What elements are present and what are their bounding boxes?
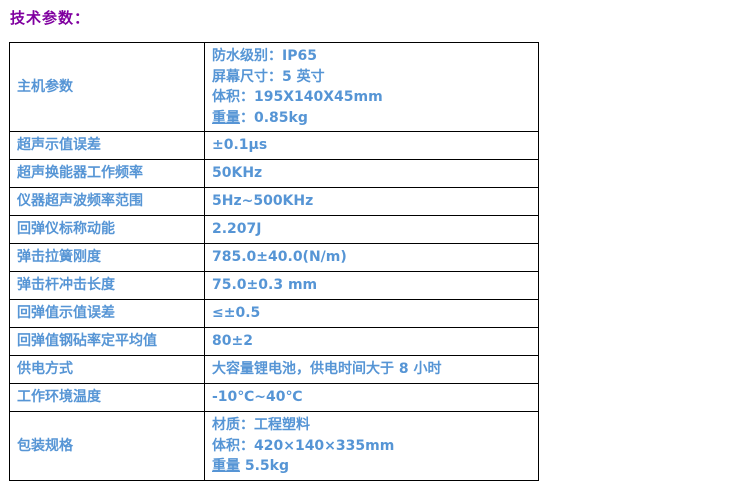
param-value-cell: ≤±0.5 xyxy=(204,299,539,328)
param-name-cell: 弹击拉簧刚度 xyxy=(9,243,205,272)
value-text: -10℃~40℃ xyxy=(212,389,303,406)
value-text: ：0.85kg xyxy=(240,109,308,126)
param-value-line: ≤±0.5 xyxy=(212,303,531,324)
underlined-text: 重量 xyxy=(212,109,240,126)
value-text: 80±2 xyxy=(212,333,253,350)
param-name-cell: 回弹值示值误差 xyxy=(9,299,205,328)
table-row: 包装规格 材质：工程塑料体积：420×140×335mm 重量 5.5kg xyxy=(9,411,539,481)
param-value-line: -10℃~40℃ xyxy=(212,387,531,408)
param-value-line: 785.0±40.0(N/m) xyxy=(212,247,531,268)
table-row: 工作环境温度 -10℃~40℃ xyxy=(9,383,539,412)
param-name-cell: 超声示值误差 xyxy=(9,131,205,160)
value-text: ≤±0.5 xyxy=(212,305,261,322)
param-value-line: 5Hz~500KHz xyxy=(212,191,531,212)
value-text: ±0.1μs xyxy=(212,137,268,154)
value-text: 防水级别：IP65 xyxy=(212,48,317,64)
param-value-line: 重量 5.5kg xyxy=(212,456,531,477)
table-row: 回弹值钢砧率定平均值 80±2 xyxy=(9,327,539,356)
param-name-cell: 工作环境温度 xyxy=(9,383,205,412)
param-value-cell: 5Hz~500KHz xyxy=(204,187,539,216)
param-name-cell: 仪器超声波频率范围 xyxy=(9,187,205,216)
param-value-line: 材质：工程塑料 xyxy=(212,415,531,436)
param-value-line: 体积：195X140X45mm xyxy=(212,87,531,108)
param-value-cell: ±0.1μs xyxy=(204,131,539,160)
param-value-line: 75.0±0.3 mm xyxy=(212,275,531,296)
param-name-cell: 回弹仪标称动能 xyxy=(9,215,205,244)
value-text: 785.0±40.0(N/m) xyxy=(212,249,347,266)
param-value-cell: 80±2 xyxy=(204,327,539,356)
table-row: 主机参数 防水级别：IP65 屏幕尺寸：5 英寸体积：195X140X45mm 重量：… xyxy=(9,42,539,132)
param-value-cell: 防水级别：IP65 屏幕尺寸：5 英寸体积：195X140X45mm 重量：0.85… xyxy=(204,42,539,132)
param-name-cell: 弹击杆冲击长度 xyxy=(9,271,205,300)
value-text: 材质：工程塑料 xyxy=(212,417,310,433)
table-row: 弹击拉簧刚度 785.0±40.0(N/m) xyxy=(9,243,539,272)
param-value-cell: 785.0±40.0(N/m) xyxy=(204,243,539,272)
param-value-cell: 2.207J xyxy=(204,215,539,244)
value-text: 大容量锂电池，供电时间大于 8 小时 xyxy=(212,361,442,378)
param-value-line: ±0.1μs xyxy=(212,135,531,156)
param-name-cell: 包装规格 xyxy=(9,411,205,481)
table-row: 供电方式 大容量锂电池，供电时间大于 8 小时 xyxy=(9,355,539,384)
table-row: 超声换能器工作频率 50KHz xyxy=(9,159,539,188)
param-value-line: 80±2 xyxy=(212,331,531,352)
value-text: 体积：420×140×335mm xyxy=(212,437,395,454)
value-text: 75.0±0.3 mm xyxy=(212,277,318,294)
table-row: 仪器超声波频率范围 5Hz~500KHz xyxy=(9,187,539,216)
value-text: 屏幕尺寸：5 英寸 xyxy=(212,68,325,85)
table-row: 弹击杆冲击长度 75.0±0.3 mm xyxy=(9,271,539,300)
param-value-line: 屏幕尺寸：5 英寸 xyxy=(212,67,531,88)
param-value-line: 2.207J xyxy=(212,219,531,240)
value-text: 50KHz xyxy=(212,165,263,182)
table-row: 回弹仪标称动能 2.207J xyxy=(9,215,539,244)
param-value-line: 体积：420×140×335mm xyxy=(212,436,531,457)
value-text: 体积：195X140X45mm xyxy=(212,89,383,105)
value-text: 5Hz~500KHz xyxy=(212,193,314,210)
spec-table-body: 主机参数 防水级别：IP65 屏幕尺寸：5 英寸 体积：195X140X45mm 重量：… xyxy=(9,42,539,481)
spec-table: 主机参数 防水级别：IP65 屏幕尺寸：5 英寸 体积：195X140X45mm 重量：… xyxy=(9,42,539,481)
param-value-line: 防水级别：IP65 xyxy=(212,46,531,67)
param-value-line: 重量：0.85kg xyxy=(212,108,531,129)
underlined-text: 重量 xyxy=(212,458,240,474)
table-row: 超声示值误差 ±0.1μs xyxy=(9,131,539,160)
param-value-cell: 材质：工程塑料体积：420×140×335mm 重量 5.5kg xyxy=(204,411,539,481)
param-value-cell: 大容量锂电池，供电时间大于 8 小时 xyxy=(204,355,539,384)
value-text: 2.207J xyxy=(212,221,262,238)
param-value-cell: 75.0±0.3 mm xyxy=(204,271,539,300)
param-value-line: 大容量锂电池，供电时间大于 8 小时 xyxy=(212,359,531,380)
param-name-cell: 供电方式 xyxy=(9,355,205,384)
param-name-cell: 主机参数 xyxy=(9,42,205,132)
param-value-cell: -10℃~40℃ xyxy=(204,383,539,412)
param-value-line: 50KHz xyxy=(212,163,531,184)
value-text: 5.5kg xyxy=(240,458,290,474)
param-name-cell: 超声换能器工作频率 xyxy=(9,159,205,188)
page-title: 技术参数： xyxy=(10,9,91,27)
param-value-cell: 50KHz xyxy=(204,159,539,188)
param-name-cell: 回弹值钢砧率定平均值 xyxy=(9,327,205,356)
table-row: 回弹值示值误差 ≤±0.5 xyxy=(9,299,539,328)
